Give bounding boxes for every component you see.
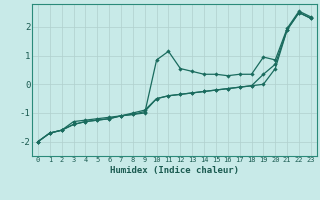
X-axis label: Humidex (Indice chaleur): Humidex (Indice chaleur) — [110, 166, 239, 175]
